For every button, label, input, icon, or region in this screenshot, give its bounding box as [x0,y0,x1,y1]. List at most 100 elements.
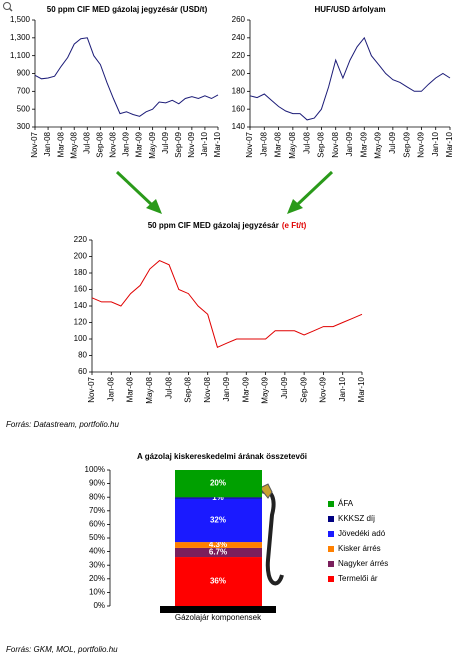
line-series [34,37,219,117]
bar-segment [175,498,262,543]
y-tick-label: 160 [74,285,88,294]
y-tick-label: 900 [17,69,31,78]
x-tick-label: Sep-08 [95,131,104,157]
zoom-icon [3,2,13,12]
y-tick-label: 0% [93,601,105,610]
pump-hose [259,483,284,586]
bar-segment [175,497,262,499]
x-tick-label: Nov-07 [87,376,96,402]
x-tick-label: Nov-08 [331,131,340,157]
y-tick-label: 220 [232,51,246,60]
x-tick-label: Mar-10 [213,131,222,157]
x-tick-label: Jul-08 [302,131,311,153]
legend-swatch [328,501,334,507]
x-tick-label: Mar-10 [357,376,366,402]
x-tick-label: May-09 [374,131,383,158]
y-tick-label: 260 [232,15,246,24]
x-tick-label: Jan-10 [200,131,209,156]
x-tick-label: Jan-09 [345,131,354,156]
pump-base [160,606,276,613]
x-tick-label: May-09 [148,131,157,158]
y-tick-label: 100% [85,465,105,474]
x-tick-label: Nov-08 [109,131,118,157]
value-label: 1% [212,493,224,502]
y-tick-label: 1,100 [10,51,31,60]
y-tick-label: 700 [17,86,31,95]
bar-segment [175,470,262,498]
y-tick-label: 200 [74,252,88,261]
bar-segment [175,557,262,606]
x-tick-label: Jul-09 [388,131,397,153]
x-tick-label: Nov-09 [319,376,328,402]
y-tick-label: 10% [89,588,105,597]
y-tick-label: 60% [89,520,105,529]
legend-label: Kisker árrés [338,544,381,553]
y-tick-label: 120 [74,318,88,327]
y-tick-label: 40% [89,547,105,556]
y-tick-label: 300 [17,122,31,131]
y-tick-label: 160 [232,104,246,113]
x-tick-label: Jul-09 [161,131,170,153]
x-tick-label: Jul-08 [82,131,91,153]
x-tick-label: Jan-08 [106,376,115,401]
x-tick-label: Mar-09 [241,376,250,402]
x-tick-label: Sep-09 [402,131,411,157]
x-tick-label: Nov-09 [417,131,426,157]
x-tick-label: Mar-09 [359,131,368,157]
y-tick-label: 1,300 [10,33,31,42]
y-tick-label: 140 [232,122,246,131]
bar-segment [175,547,262,558]
value-label: 6.7% [209,548,227,557]
x-tick-label: Jan-10 [338,376,347,401]
x-tick-label: Sep-08 [317,131,326,157]
x-tick-label: Mar-09 [135,131,144,157]
y-tick-label: 240 [232,33,246,42]
y-tick-label: 100 [74,334,88,343]
legend-label: Nagyker árrés [338,559,388,568]
y-tick-label: 200 [232,69,246,78]
x-tick-label: Nov-07 [30,131,39,157]
x-tick-label: Sep-09 [299,376,308,402]
x-tick-label: Sep-09 [174,131,183,157]
legend-label: KKKSZ díj [338,514,375,523]
x-tick-label: May-09 [261,376,270,403]
x-tick-label: Jan-09 [222,376,231,401]
x-tick-label: Jan-09 [122,131,131,156]
legend-swatch [328,546,334,552]
chart-title: HUF/USD árfolyam [314,5,385,14]
value-label: 4.3% [209,540,227,549]
y-tick-label: 180 [232,86,246,95]
x-tick-label: Mar-08 [126,376,135,402]
legend-label: ÁFA [338,499,354,508]
y-tick-label: 50% [89,533,105,542]
y-tick-label: 180 [74,268,88,277]
y-tick-label: 60 [78,367,87,376]
x-tick-label: Jul-08 [164,376,173,398]
line-series [249,36,451,121]
arrows [115,170,334,214]
title-text: 50 ppm CIF MED gázolaj jegyzésár [148,221,279,230]
value-label: 32% [210,515,226,524]
x-tick-label: Nov-07 [245,131,254,157]
y-tick-label: 500 [17,104,31,113]
x-tick-label: Mar-10 [445,131,454,157]
y-tick-label: 70% [89,506,105,515]
x-tick-label: Jan-08 [43,131,52,156]
y-tick-label: 80% [89,492,105,501]
x-tick-label: Jul-09 [280,376,289,398]
value-label: 20% [210,479,226,488]
legend-label: Jövedéki adó [338,529,386,538]
legend-swatch [328,531,334,537]
y-tick-label: 80 [78,351,87,360]
x-tick-label: Gázolajár komponensek [175,613,262,622]
line-series [91,260,363,348]
title-unit: (e Ft/t) [282,221,307,230]
x-tick-label: May-08 [288,131,297,158]
y-tick-label: 20% [89,574,105,583]
y-tick-label: 140 [74,301,88,310]
value-label: 36% [210,577,226,586]
x-tick-label: May-08 [145,376,154,403]
y-tick-label: 30% [89,560,105,569]
x-tick-label: May-08 [69,131,78,158]
